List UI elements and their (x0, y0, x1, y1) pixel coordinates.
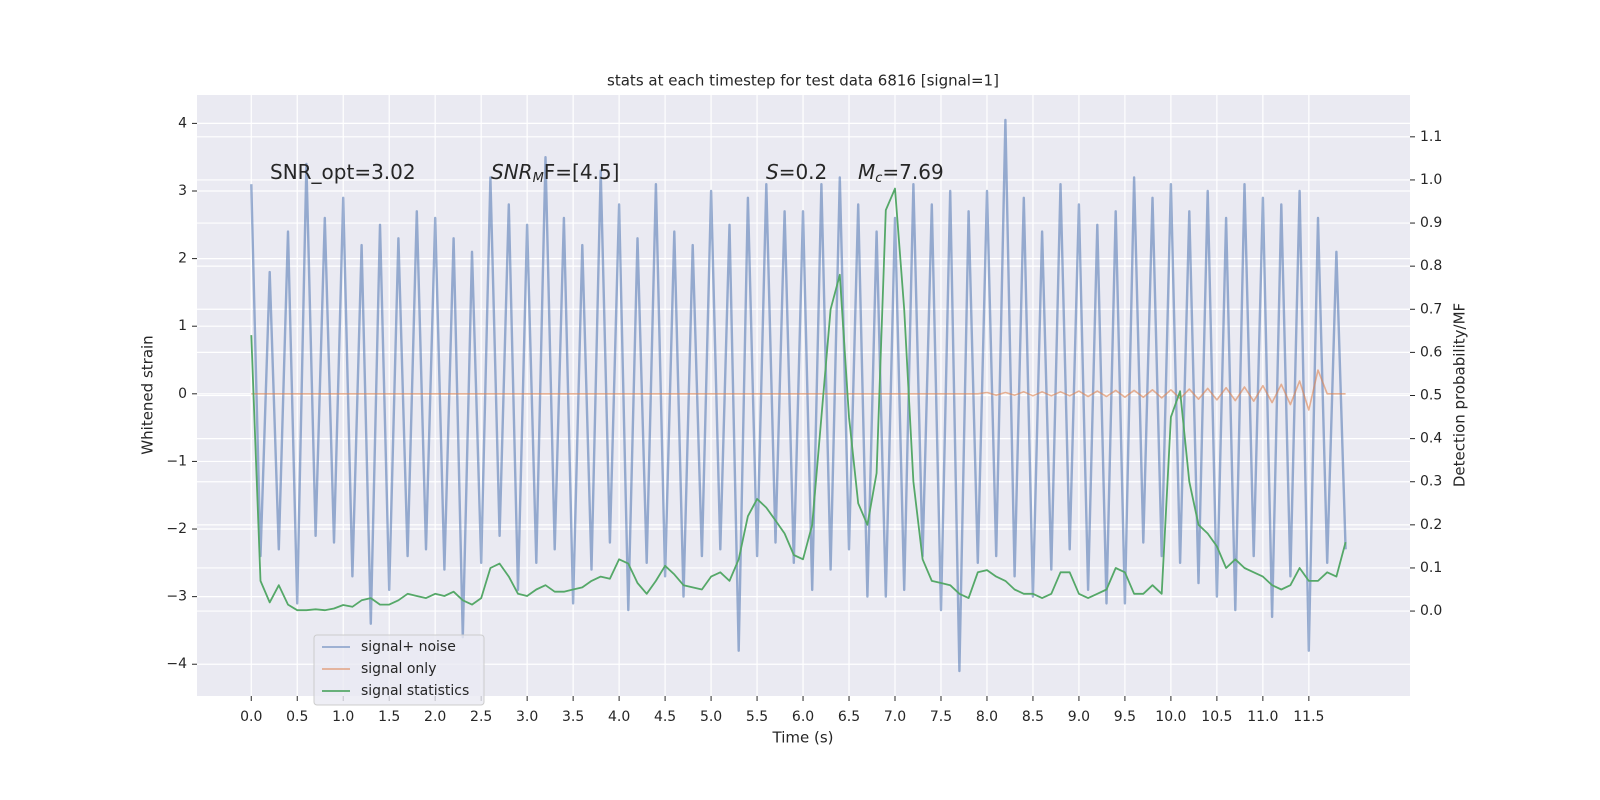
y2-tick-label: 0.4 (1420, 431, 1442, 447)
x-tick-label: 10.5 (1201, 709, 1232, 725)
annotation-part: M (533, 171, 544, 186)
y2-tick-label: 0.7 (1420, 301, 1442, 317)
series-line (250, 187, 1347, 612)
x-tick-label: 6.5 (838, 709, 860, 725)
annotation-part: c (875, 171, 882, 186)
y2-tick-label: 0.9 (1420, 215, 1442, 231)
x-tick-label: 2.5 (470, 709, 492, 725)
labels: 0.0 0.5 1.0 1.5 2.0 2.5 3.0 3.5 4.0 4.5 5.0 5.5 6.0 6… (166, 115, 1442, 725)
y-tick-label: 1 (178, 318, 187, 334)
annotation: Mc=7.69 (858, 160, 944, 186)
y2-tick-label: 0.2 (1420, 517, 1442, 533)
y2-tick-label: 0.5 (1420, 388, 1442, 404)
y2-tick-label: 0.1 (1420, 560, 1442, 576)
y-tick-label: 3 (178, 183, 187, 199)
y2-tick-label: 0.3 (1420, 474, 1442, 490)
y-axis-label: Whitened strain (139, 335, 157, 454)
x-tick-label: 11.0 (1247, 709, 1278, 725)
legend: signal+ noise signal only signal statistic… (313, 634, 485, 706)
y2-axis-label: Detection probability/MF (1451, 303, 1469, 487)
x-tick-label: 2.0 (424, 709, 446, 725)
y2-tick-label: 0.0 (1420, 603, 1442, 619)
y2-tick-label: 1.0 (1420, 172, 1442, 188)
x-tick-label: 11.5 (1293, 709, 1324, 725)
y2-tick-label: 0.8 (1420, 258, 1442, 274)
y-tick-label: 4 (178, 115, 187, 131)
legend-label: signal only (361, 661, 436, 677)
annotation: SNRMF=[4.5] (491, 160, 619, 186)
legend-label: signal+ noise (361, 639, 456, 655)
x-tick-label: 8.5 (1022, 709, 1044, 725)
y-tick-label: 2 (178, 251, 187, 267)
x-tick-label: 6.0 (792, 709, 814, 725)
x-tick-label: 4.5 (654, 709, 676, 725)
annotation-part: =7.69 (882, 160, 943, 184)
x-tick-label: 0.5 (286, 709, 308, 725)
x-tick-label: 1.0 (332, 709, 354, 725)
legend-box (313, 634, 485, 706)
x-tick-label: 3.0 (516, 709, 538, 725)
y-tick-label: −1 (166, 453, 187, 469)
series-line (250, 118, 1347, 673)
x-tick-label: 5.5 (746, 709, 768, 725)
y-tick-label: −4 (166, 656, 187, 672)
annotation: SNR_opt=3.02 (270, 160, 416, 184)
annotation-part: SNR (491, 160, 533, 184)
chart-title: stats at each timestep for test data 681… (607, 72, 999, 90)
x-tick-label: 9.0 (1068, 709, 1090, 725)
annotation-part: SNR_opt=3.02 (270, 160, 416, 184)
series-line (251, 369, 1346, 411)
x-tick-label: 8.0 (976, 709, 998, 725)
y-tick-label: −2 (166, 521, 187, 537)
x-tick-label: 9.5 (1114, 709, 1136, 725)
x-tick-label: 7.0 (884, 709, 906, 725)
x-tick-label: 3.5 (562, 709, 584, 725)
annotation-part: F=[4.5] (544, 160, 620, 184)
annotation-part: =0.2 (779, 160, 828, 184)
marks (250, 118, 1347, 673)
x-tick-label: 4.0 (608, 709, 630, 725)
y2-tick-label: 1.1 (1420, 129, 1442, 145)
legend-label: signal statistics (361, 683, 469, 699)
x-tick-label: 7.5 (930, 709, 952, 725)
y2-tick-label: 0.6 (1420, 344, 1442, 360)
x-tick-label: 10.0 (1155, 709, 1186, 725)
y-tick-label: −3 (166, 589, 187, 605)
annotation-part: M (858, 160, 875, 184)
x-axis-label: Time (s) (772, 729, 834, 747)
x-tick-label: 1.5 (378, 709, 400, 725)
annotation: S=0.2 (766, 160, 827, 184)
x-tick-label: 5.0 (700, 709, 722, 725)
y-tick-label: 0 (178, 386, 187, 402)
annotation-part: S (766, 160, 779, 184)
x-tick-label: 0.0 (240, 709, 262, 725)
